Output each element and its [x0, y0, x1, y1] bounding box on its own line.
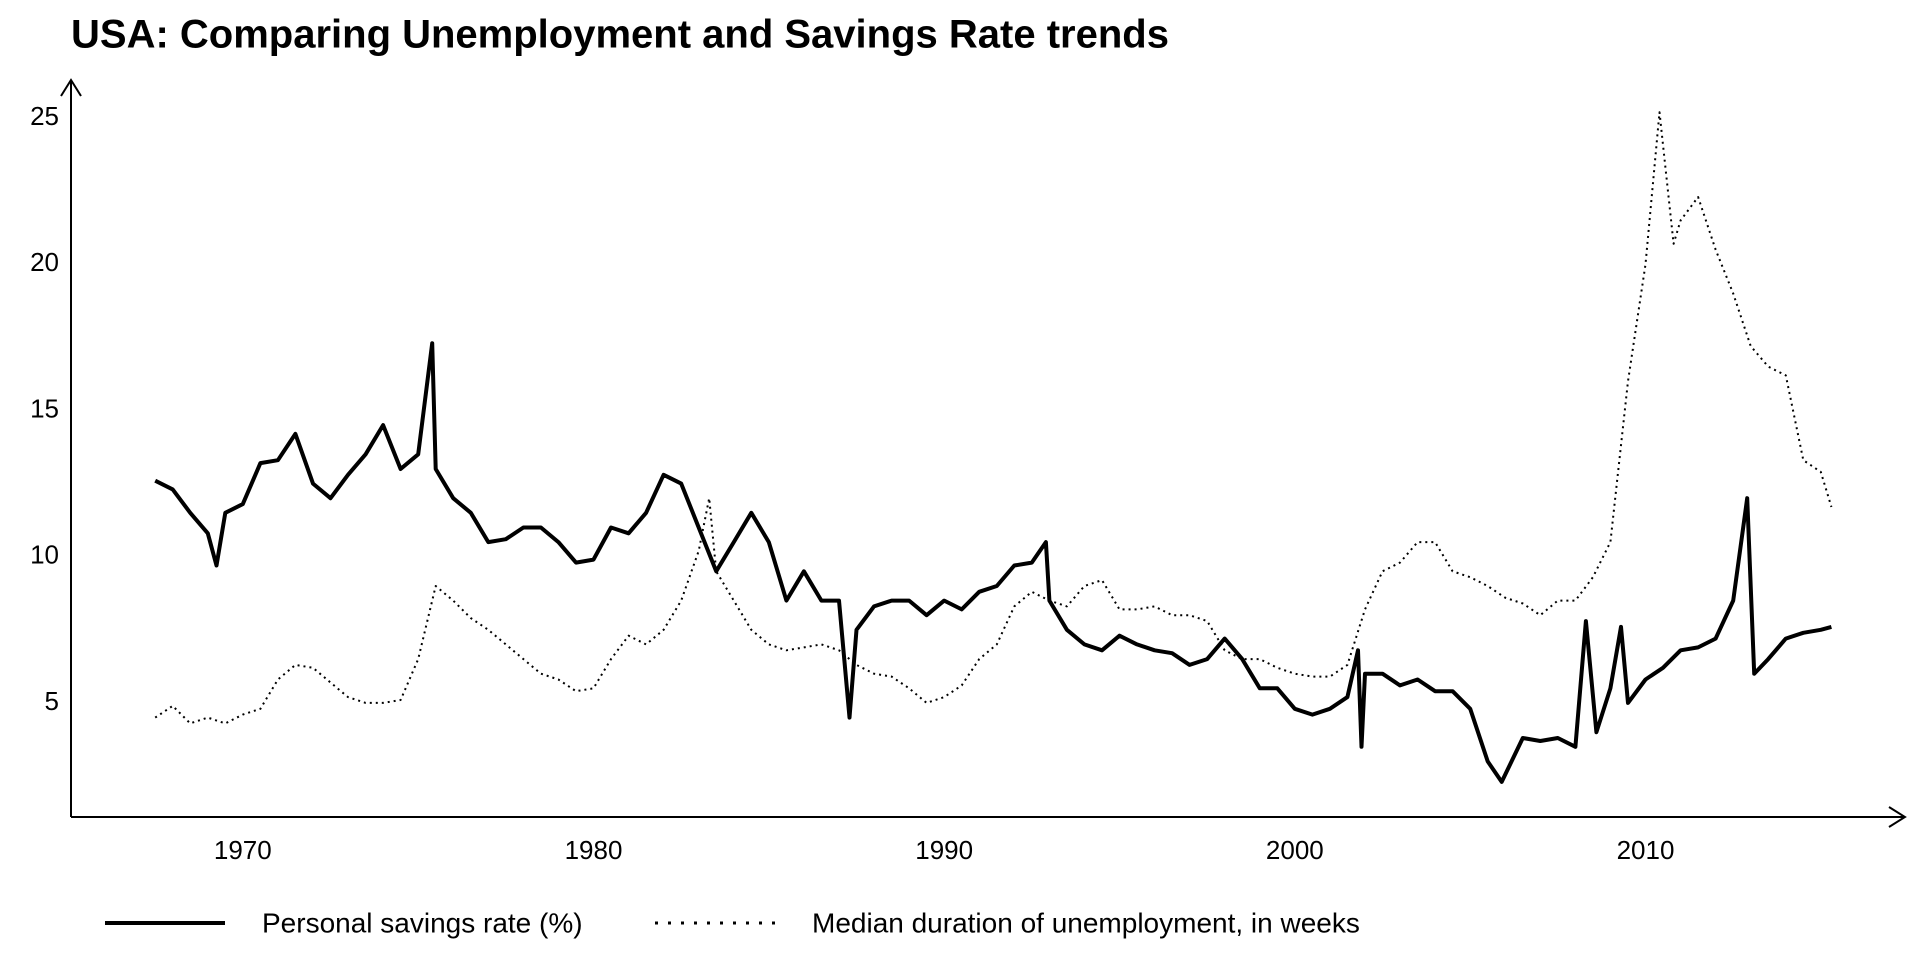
y-tick-label: 5	[45, 686, 59, 716]
dotted-line	[154, 111, 1833, 725]
x-tick-label: 2000	[1266, 835, 1324, 865]
x-tick-label: 2010	[1617, 835, 1675, 865]
x-tick-label: 1990	[915, 835, 973, 865]
y-tick-label: 20	[30, 247, 59, 277]
x-axis-arrow	[1888, 806, 1907, 828]
x-tick-label: 1980	[565, 835, 623, 865]
y-tick-label: 25	[30, 101, 59, 131]
y-tick-label: 15	[30, 393, 59, 423]
legend: Personal savings rate (%) Median duratio…	[105, 907, 1360, 938]
legend-label: Personal savings rate (%)	[262, 907, 583, 938]
y-tick-label: 10	[30, 540, 59, 570]
x-tick-label: 1970	[214, 835, 272, 865]
legend-label: Median duration of unemployment, in week…	[812, 907, 1360, 938]
axes	[60, 78, 1907, 828]
y-axis-arrow	[60, 78, 82, 97]
chart-title: USA: Comparing Unemployment and Savings …	[71, 13, 1169, 57]
solid-line	[154, 341, 1832, 784]
